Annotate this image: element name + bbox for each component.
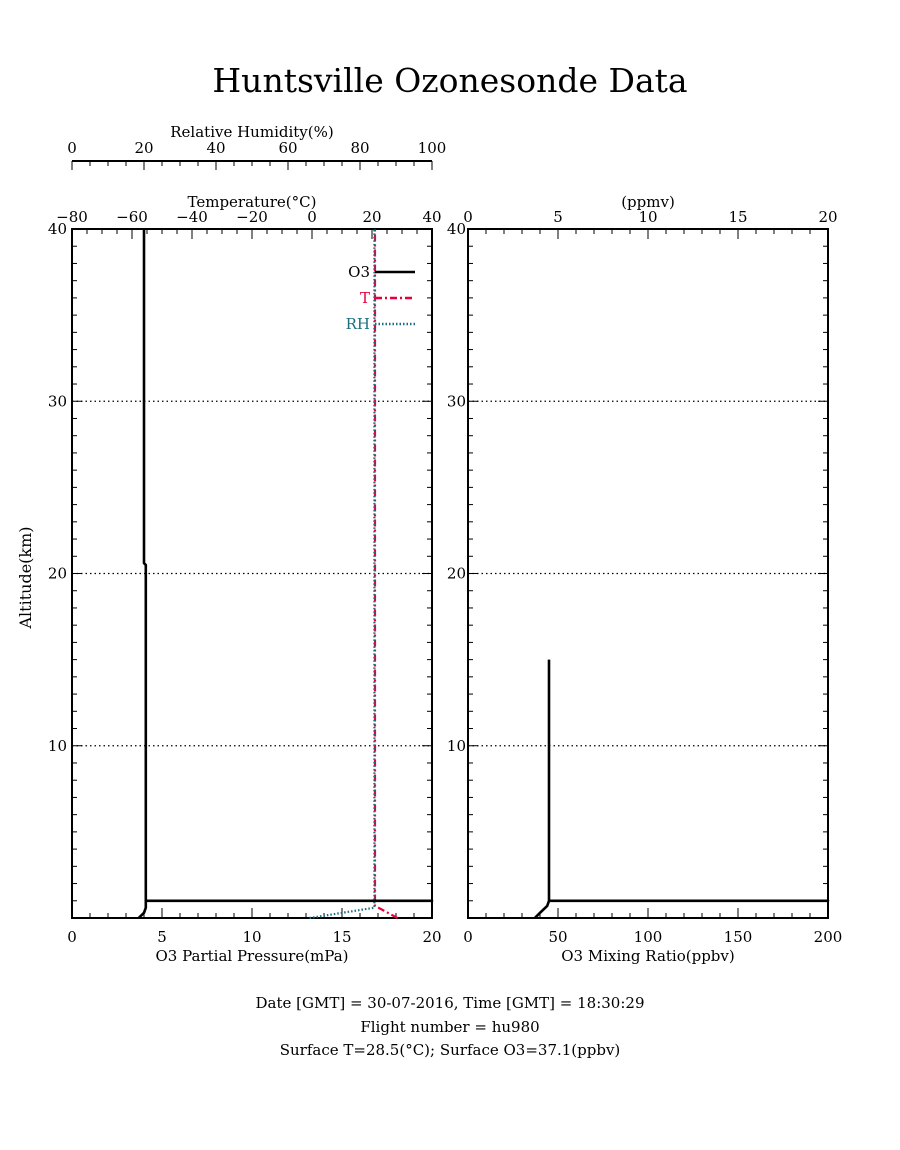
y-tick-label: 30: [447, 392, 466, 410]
x-tick-label: −20: [236, 208, 268, 226]
x-tick-label: 20: [422, 928, 441, 946]
x-tick-label: −60: [116, 208, 148, 226]
x-tick-label: 40: [206, 139, 225, 157]
footer-surface-values: Surface T=28.5(°C); Surface O3=37.1(ppbv…: [279, 1041, 621, 1059]
footer-flight-number: Flight number = hu980: [360, 1018, 540, 1036]
x-tick-label: 60: [278, 139, 297, 157]
x-tick-label: 0: [463, 208, 473, 226]
y-tick-label: 40: [447, 220, 466, 238]
x-tick-label: 0: [307, 208, 317, 226]
x-tick-label: −80: [56, 208, 88, 226]
x-tick-label: 10: [242, 928, 261, 946]
x-tick-label: 0: [67, 928, 77, 946]
legend-label-o3: O3: [348, 263, 370, 281]
x-tick-label: 50: [548, 928, 567, 946]
x-tick-label: 15: [332, 928, 351, 946]
x-tick-label: 15: [728, 208, 747, 226]
x-tick-label: 150: [724, 928, 753, 946]
x-tick-label: −40: [176, 208, 208, 226]
x-tick-label: 0: [463, 928, 473, 946]
y-tick-label: 10: [447, 737, 466, 755]
o3-partial-pressure-line: [137, 229, 434, 919]
x-tick-label: 10: [638, 208, 657, 226]
o3-mixing-ratio-axis-label: O3 Mixing Ratio(ppbv): [561, 947, 734, 965]
x-tick-label: 40: [422, 208, 441, 226]
x-tick-label: 5: [553, 208, 563, 226]
x-tick-label: 20: [818, 208, 837, 226]
x-tick-label: 100: [418, 139, 447, 157]
y-tick-label: 20: [447, 565, 466, 583]
x-tick-label: 0: [67, 139, 77, 157]
y-tick-label: 10: [48, 737, 67, 755]
ppmv-axis-label: (ppmv): [621, 193, 675, 211]
o3-mixing-ratio-line: [533, 659, 830, 919]
o3-axis-label: O3 Partial Pressure(mPa): [155, 947, 348, 965]
y-tick-label: 20: [48, 565, 67, 583]
left-panel: 10 20 30 40 0 5 10 15 20 O3 Partial Pressure(mPa)…: [16, 123, 446, 965]
legend-label-rh: RH: [346, 315, 370, 333]
x-tick-label: 200: [814, 928, 843, 946]
temperature-axis-label: Temperature(°C): [188, 193, 317, 211]
x-tick-label: 5: [157, 928, 167, 946]
x-tick-label: 100: [634, 928, 663, 946]
altitude-axis-label: Altitude(km): [16, 526, 35, 629]
y-tick-label: 30: [48, 392, 67, 410]
page-title: Huntsville Ozonesonde Data: [212, 61, 687, 100]
y-tick-label: 40: [48, 220, 67, 238]
rh-line: [309, 229, 376, 920]
x-tick-label: 20: [362, 208, 381, 226]
x-tick-label: 80: [350, 139, 369, 157]
rh-axis-label: Relative Humidity(%): [170, 123, 333, 141]
legend-label-t: T: [360, 289, 370, 307]
x-tick-label: 20: [134, 139, 153, 157]
footer-date-time: Date [GMT] = 30-07-2016, Time [GMT] = 18…: [255, 994, 645, 1012]
